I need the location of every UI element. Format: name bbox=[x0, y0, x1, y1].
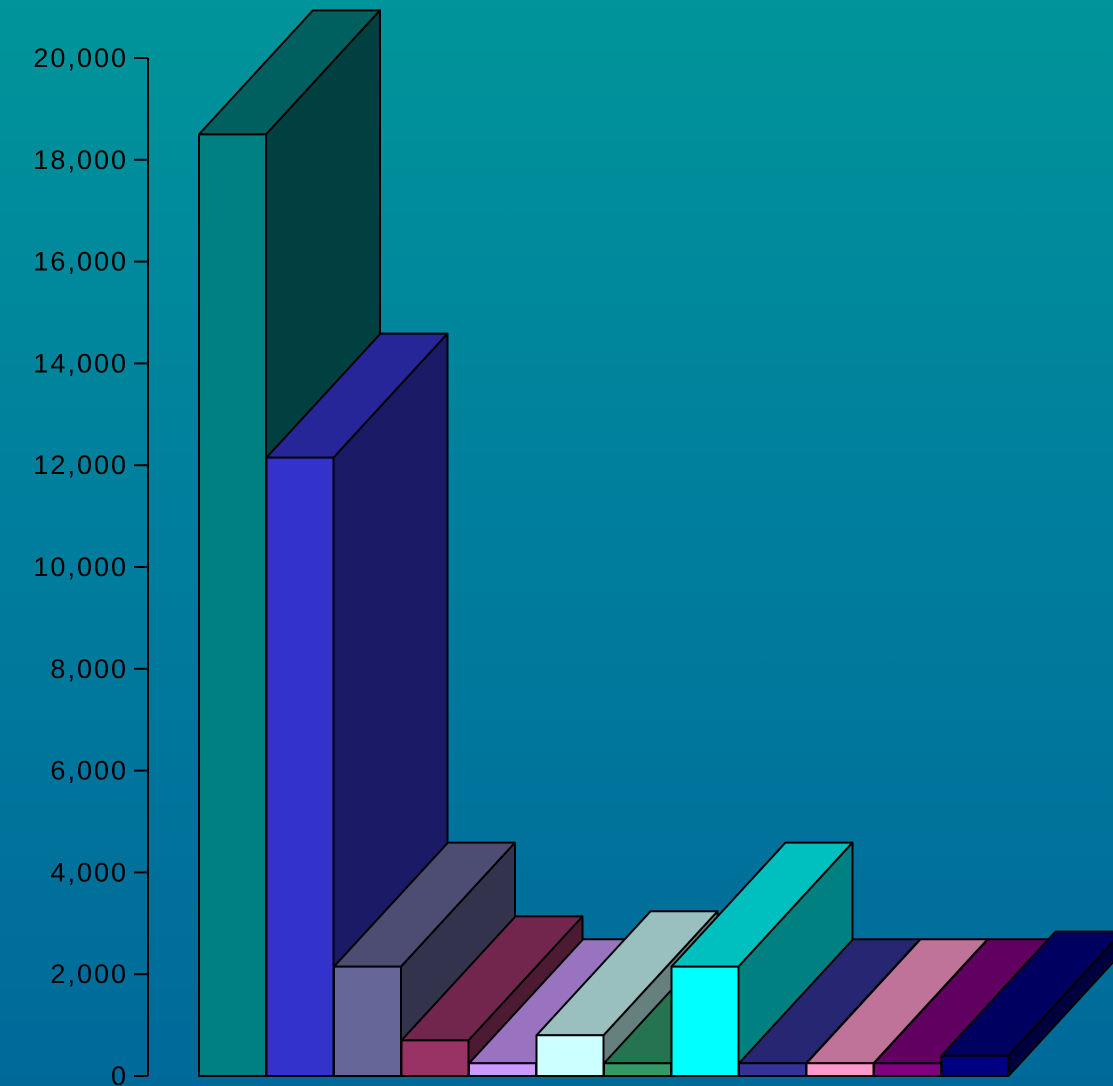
y-axis: 0 2,000 4,000 6,000 8,000 10,000 12,000 14,000 1… bbox=[33, 43, 149, 1086]
bar-front bbox=[265, 456, 335, 1077]
bar-front bbox=[603, 1062, 672, 1078]
bar-front bbox=[738, 1062, 807, 1078]
y-tick-label: 20,000 bbox=[33, 43, 128, 73]
bar bbox=[940, 930, 1113, 1078]
bar-front bbox=[670, 965, 740, 1077]
y-tick-label: 10,000 bbox=[33, 552, 128, 582]
bar-front bbox=[940, 1054, 1010, 1078]
y-tick-label: 14,000 bbox=[33, 348, 128, 378]
bar-front bbox=[535, 1034, 605, 1078]
bar-front bbox=[198, 133, 267, 1078]
y-tick-label: 8,000 bbox=[50, 654, 128, 684]
bar-front bbox=[333, 965, 402, 1077]
y-tick-label: 12,000 bbox=[33, 450, 128, 480]
bar-front bbox=[873, 1062, 942, 1078]
y-tick-label: 6,000 bbox=[50, 756, 128, 786]
y-tick-label: 16,000 bbox=[33, 247, 128, 277]
bar-front bbox=[468, 1062, 537, 1078]
bar-front bbox=[805, 1062, 875, 1078]
y-tick-label: 2,000 bbox=[50, 959, 128, 989]
y-tick-label: 4,000 bbox=[50, 857, 128, 887]
y-tick-label: 0 bbox=[111, 1061, 128, 1086]
bars bbox=[198, 9, 1113, 1078]
y-tick-label: 18,000 bbox=[33, 145, 128, 175]
bar-front bbox=[400, 1039, 470, 1077]
